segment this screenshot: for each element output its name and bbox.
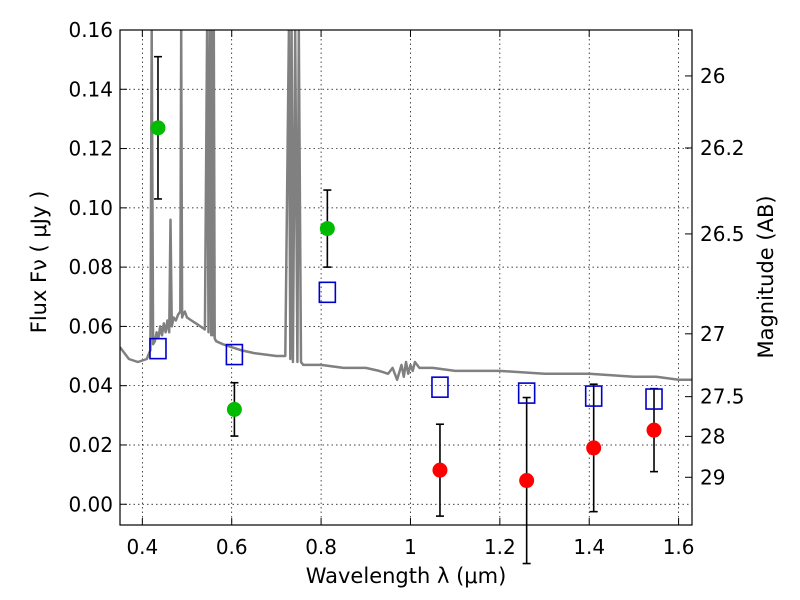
data-point — [150, 120, 166, 136]
template-spectrum — [120, 30, 692, 382]
y-tick-label: 0.10 — [68, 196, 113, 220]
x-tick-label: 0.8 — [305, 535, 337, 559]
right-tick-label: 26.2 — [700, 136, 745, 160]
model-point — [431, 376, 449, 398]
x-axis-label: Wavelength λ (μm) — [306, 564, 507, 588]
right-tick-label: 29 — [700, 465, 725, 489]
data-point — [319, 221, 335, 237]
y-tick-label: 0.16 — [68, 18, 113, 42]
x-tick-label: 1.2 — [484, 535, 516, 559]
y-tick-label: 0.14 — [68, 77, 113, 101]
y-axis-label: Flux Fν ( μJy ) — [27, 191, 51, 334]
y-tick-label: 0.02 — [68, 433, 113, 457]
x-tick-label: 0.6 — [216, 535, 248, 559]
model-point — [584, 385, 603, 407]
y-tick-label: 0.06 — [68, 314, 113, 338]
model-point — [318, 281, 337, 304]
model-point — [645, 388, 663, 410]
x-tick-label: 1.6 — [663, 535, 695, 559]
y-tick-label: 0.00 — [68, 492, 113, 516]
data-point — [519, 473, 535, 489]
model-point — [149, 337, 167, 360]
right-tick-label: 26.5 — [700, 222, 745, 246]
template-spectrum-line — [120, 30, 692, 382]
tick-labels: 0.4 0.6 0.8 1 1.2 1.4 1.6 0.00 0.02 0.04 0.06 0.08 0… — [68, 18, 744, 559]
x-tick-label: 1 — [404, 535, 417, 559]
data-markers — [149, 120, 663, 489]
right-tick-label: 27.5 — [700, 385, 745, 409]
right-tick-label: 26 — [700, 64, 725, 88]
right-axis-label: Magnitude (AB) — [754, 195, 778, 358]
data-point — [646, 422, 662, 438]
right-tick-label: 28 — [700, 424, 725, 448]
model-point — [517, 382, 536, 404]
data-point — [226, 401, 242, 417]
data-point — [586, 440, 602, 456]
plot-frame — [119, 29, 693, 526]
data-point — [432, 462, 448, 478]
y-tick-label: 0.08 — [68, 255, 113, 279]
right-tick-label: 27 — [700, 322, 725, 346]
axis-ticks — [120, 29, 692, 525]
y-tick-label: 0.04 — [68, 374, 113, 398]
model-point — [225, 343, 244, 366]
x-tick-label: 0.4 — [126, 535, 158, 559]
y-tick-label: 0.12 — [68, 137, 113, 161]
x-tick-label: 1.4 — [573, 535, 605, 559]
